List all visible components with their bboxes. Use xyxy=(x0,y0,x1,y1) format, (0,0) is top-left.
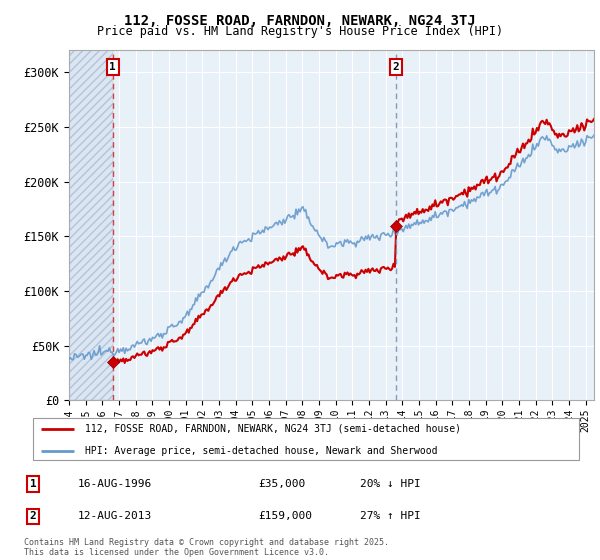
Text: 112, FOSSE ROAD, FARNDON, NEWARK, NG24 3TJ (semi-detached house): 112, FOSSE ROAD, FARNDON, NEWARK, NG24 3… xyxy=(85,424,461,434)
Text: £35,000: £35,000 xyxy=(258,479,305,489)
Text: 16-AUG-1996: 16-AUG-1996 xyxy=(78,479,152,489)
Text: Price paid vs. HM Land Registry's House Price Index (HPI): Price paid vs. HM Land Registry's House … xyxy=(97,25,503,38)
Text: 1: 1 xyxy=(29,479,37,489)
Text: HPI: Average price, semi-detached house, Newark and Sherwood: HPI: Average price, semi-detached house,… xyxy=(85,446,438,455)
Bar xyxy=(69,50,113,400)
Text: 27% ↑ HPI: 27% ↑ HPI xyxy=(360,511,421,521)
Text: 20% ↓ HPI: 20% ↓ HPI xyxy=(360,479,421,489)
Text: 12-AUG-2013: 12-AUG-2013 xyxy=(78,511,152,521)
Text: 112, FOSSE ROAD, FARNDON, NEWARK, NG24 3TJ: 112, FOSSE ROAD, FARNDON, NEWARK, NG24 3… xyxy=(124,14,476,28)
Text: 2: 2 xyxy=(392,62,400,72)
Text: £159,000: £159,000 xyxy=(258,511,312,521)
Text: Contains HM Land Registry data © Crown copyright and database right 2025.
This d: Contains HM Land Registry data © Crown c… xyxy=(24,538,389,557)
Text: 2: 2 xyxy=(29,511,37,521)
FancyBboxPatch shape xyxy=(33,418,579,460)
Text: 1: 1 xyxy=(109,62,116,72)
